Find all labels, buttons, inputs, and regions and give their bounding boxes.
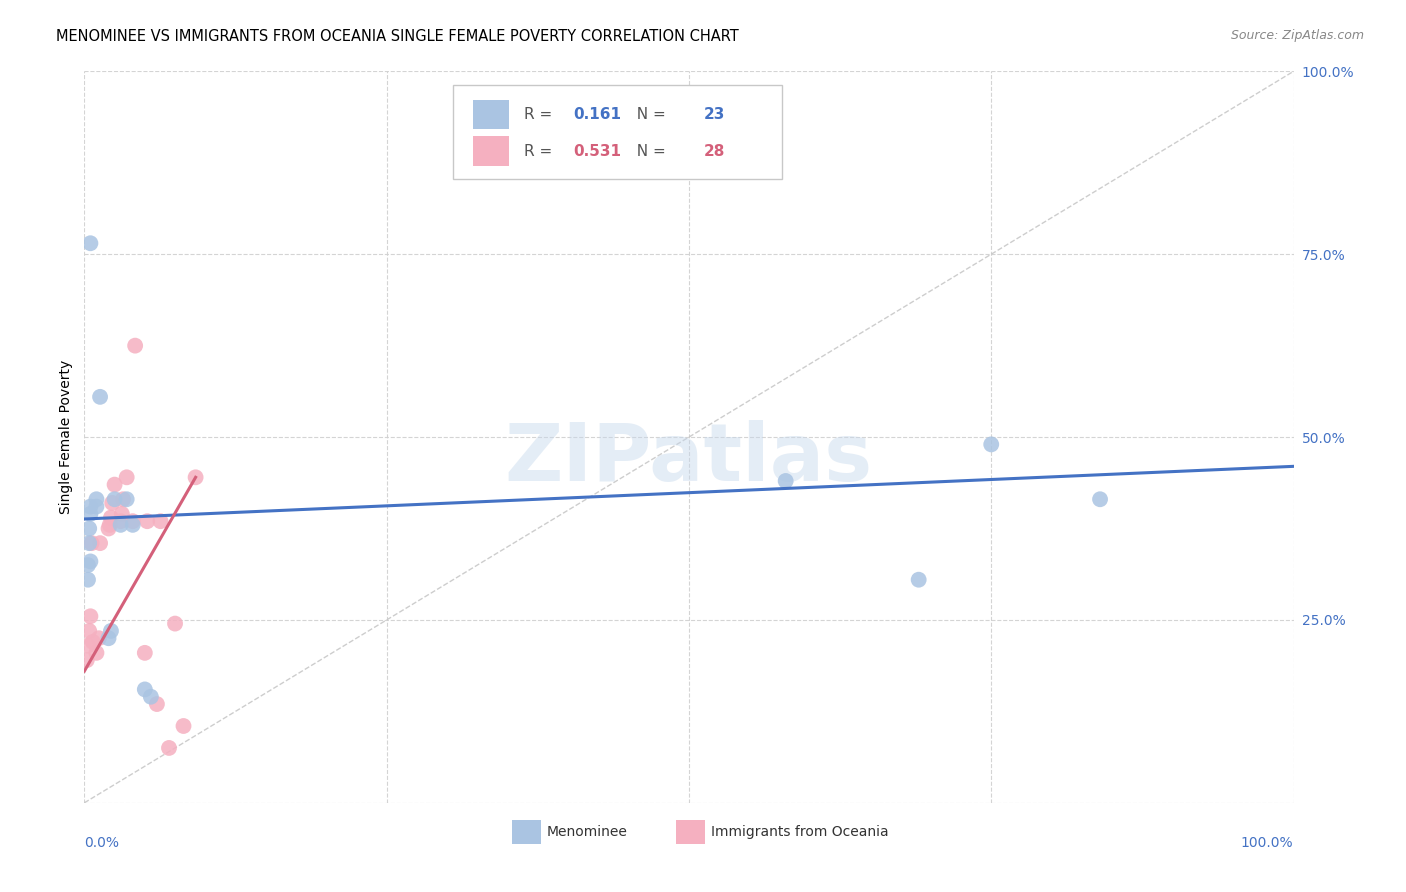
- Point: [77, 624, 100, 638]
- Point: [134, 682, 156, 697]
- Text: Menominee: Menominee: [547, 825, 627, 839]
- Text: N =: N =: [627, 144, 671, 159]
- Y-axis label: Single Female Poverty: Single Female Poverty: [59, 360, 73, 514]
- Point: [112, 492, 135, 507]
- Text: 100.0%: 100.0%: [1241, 836, 1294, 850]
- Text: Source: ZipAtlas.com: Source: ZipAtlas.com: [1230, 29, 1364, 42]
- Point: [77, 536, 100, 550]
- Point: [124, 338, 146, 352]
- Point: [100, 510, 122, 524]
- Point: [77, 521, 100, 535]
- Point: [110, 517, 132, 532]
- Text: 0.0%: 0.0%: [84, 836, 120, 850]
- Point: [100, 624, 122, 638]
- Point: [82, 635, 104, 649]
- Point: [79, 507, 101, 521]
- Point: [121, 514, 143, 528]
- Point: [86, 646, 108, 660]
- Point: [121, 517, 143, 532]
- Text: R =: R =: [524, 107, 558, 122]
- Point: [104, 477, 127, 491]
- Point: [97, 521, 120, 535]
- Point: [1088, 492, 1111, 507]
- Point: [110, 514, 132, 528]
- Point: [89, 536, 111, 550]
- Point: [157, 740, 180, 755]
- Point: [146, 697, 169, 711]
- Point: [77, 558, 100, 573]
- Text: MENOMINEE VS IMMIGRANTS FROM OCEANIA SINGLE FEMALE POVERTY CORRELATION CHART: MENOMINEE VS IMMIGRANTS FROM OCEANIA SIN…: [56, 29, 740, 44]
- Point: [173, 719, 195, 733]
- FancyBboxPatch shape: [512, 821, 541, 844]
- Text: 28: 28: [703, 144, 725, 159]
- Point: [139, 690, 162, 704]
- FancyBboxPatch shape: [472, 136, 509, 166]
- Point: [80, 536, 103, 550]
- Point: [136, 514, 159, 528]
- Point: [980, 437, 1002, 451]
- Point: [77, 639, 100, 653]
- Point: [79, 236, 101, 251]
- Point: [98, 517, 121, 532]
- Point: [87, 632, 110, 646]
- Point: [149, 514, 172, 528]
- Text: ZIPatlas: ZIPatlas: [505, 420, 873, 498]
- Point: [115, 470, 138, 484]
- Text: 0.161: 0.161: [572, 107, 621, 122]
- FancyBboxPatch shape: [453, 86, 782, 179]
- Point: [775, 474, 797, 488]
- Point: [86, 492, 108, 507]
- Text: Immigrants from Oceania: Immigrants from Oceania: [710, 825, 889, 839]
- FancyBboxPatch shape: [472, 100, 509, 129]
- Text: R =: R =: [524, 144, 558, 159]
- Point: [79, 500, 101, 514]
- Point: [89, 390, 111, 404]
- Text: N =: N =: [627, 107, 671, 122]
- Point: [184, 470, 207, 484]
- Point: [134, 646, 156, 660]
- Point: [907, 573, 929, 587]
- Point: [79, 609, 101, 624]
- FancyBboxPatch shape: [676, 821, 704, 844]
- Point: [111, 507, 134, 521]
- Point: [115, 492, 138, 507]
- Point: [77, 573, 100, 587]
- Point: [86, 500, 108, 514]
- Point: [165, 616, 187, 631]
- Point: [97, 632, 120, 646]
- Point: [104, 492, 127, 507]
- Point: [79, 554, 101, 568]
- Text: 23: 23: [703, 107, 725, 122]
- Point: [101, 496, 124, 510]
- Point: [76, 653, 98, 667]
- Text: 0.531: 0.531: [572, 144, 621, 159]
